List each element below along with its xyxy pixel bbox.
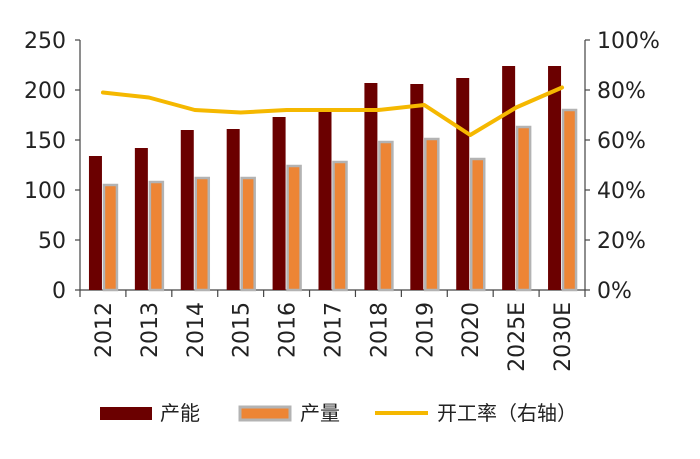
right-tick-label: 80%: [597, 79, 646, 104]
capacity-bar: [548, 66, 562, 290]
x-tick-label: 2019: [413, 302, 438, 358]
x-tick-label: 2030E: [551, 302, 576, 372]
x-tick-label: 2017: [322, 302, 347, 358]
x-tick-label: 2012: [92, 302, 117, 358]
left-tick-label: 250: [24, 29, 66, 54]
capacity-bar: [456, 78, 470, 290]
capacity-bar: [318, 112, 332, 290]
x-tick-label: 2025E: [505, 302, 530, 372]
legend-swatch-capacity: [100, 407, 152, 420]
right-tick-label: 20%: [597, 229, 646, 254]
bar-series: [88, 66, 578, 292]
left-tick-label: 200: [24, 79, 66, 104]
output-bar: [469, 157, 486, 292]
output-bar: [194, 176, 211, 292]
capacity-bar: [226, 129, 240, 290]
x-tick-label: 2014: [184, 302, 209, 358]
capacity-bar: [410, 84, 424, 290]
x-tick-label: 2015: [230, 302, 255, 358]
right-tick-label: 100%: [597, 29, 660, 54]
right-tick-label: 60%: [597, 129, 646, 154]
output-bar: [515, 125, 532, 292]
capacity-bar: [88, 156, 102, 290]
utilization-rate-line: [100, 85, 565, 137]
output-bar: [424, 137, 440, 292]
left-tick-label: 50: [38, 229, 66, 254]
right-y-axis: 0% 20% 40% 60% 80% 100%: [584, 29, 660, 304]
legend-label-capacity: 产能: [160, 401, 200, 425]
legend-label-rate: 开工率（右轴）: [437, 401, 577, 425]
capacity-bar: [502, 66, 516, 290]
x-tick-label: 2018: [367, 302, 392, 358]
x-tick-label: 2013: [138, 302, 163, 358]
x-tick-label: 2020: [459, 302, 484, 358]
output-bar: [102, 183, 119, 292]
x-tick-label: 2016: [276, 302, 301, 358]
right-tick-label: 40%: [597, 179, 646, 204]
legend-label-output: 产量: [300, 401, 340, 425]
legend: 产能 产量 开工率（右轴）: [100, 401, 577, 425]
legend-swatch-output: [238, 405, 292, 422]
capacity-bar: [364, 83, 378, 290]
line-series: [100, 85, 565, 137]
capacity-bar: [180, 130, 194, 290]
output-bar: [561, 108, 578, 292]
output-bar: [332, 160, 348, 292]
capacity-bar: [134, 148, 148, 290]
left-tick-label: 100: [24, 179, 66, 204]
output-bar: [240, 176, 256, 292]
left-tick-label: 150: [24, 129, 66, 154]
output-bar: [286, 164, 302, 292]
x-axis: 2012 2013 2014 2015 2016 2017 2018 2019 2020 2025…: [79, 289, 586, 372]
right-tick-label: 0%: [597, 279, 632, 304]
left-tick-label: 0: [52, 279, 66, 304]
left-y-axis: 0 50 100 150 200 250: [24, 29, 81, 304]
output-bar: [378, 140, 394, 292]
output-bar: [148, 180, 165, 292]
capacity-bar: [272, 117, 286, 290]
